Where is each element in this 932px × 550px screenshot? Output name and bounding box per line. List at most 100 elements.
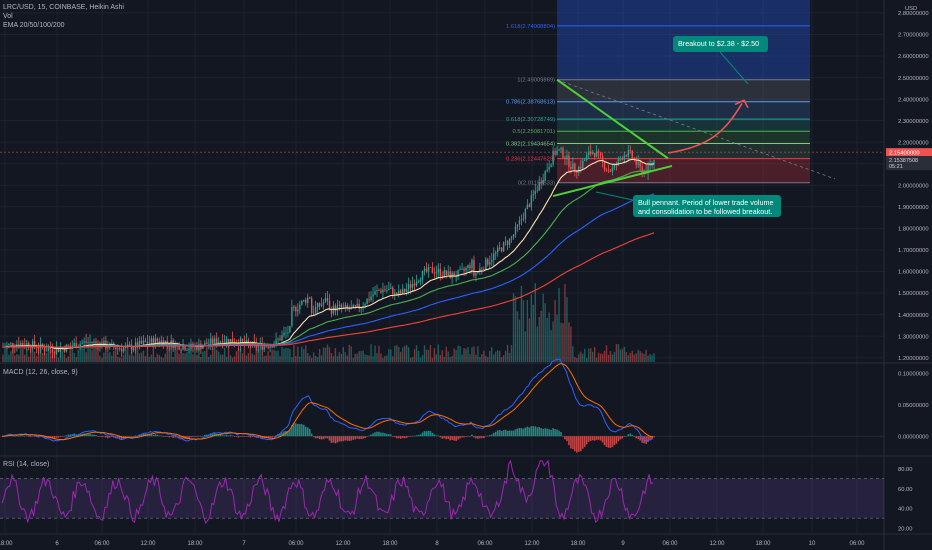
volume-bar <box>334 348 337 362</box>
macd-histogram-bar <box>65 435 68 437</box>
candle-body <box>283 333 285 336</box>
volume-bar <box>491 347 493 362</box>
price-tick-10: 1.80000000 <box>898 227 929 233</box>
volume-bar <box>627 355 629 362</box>
macd-histogram-bar <box>625 436 628 437</box>
volume-bar <box>55 346 58 362</box>
candle-body <box>267 346 269 348</box>
macd-histogram-bar <box>562 435 564 437</box>
volume-bar <box>510 345 513 362</box>
macd-histogram-bar <box>134 435 137 437</box>
candle-body <box>314 307 317 313</box>
rsi-legend[interactable]: RSI (14, close) <box>3 461 50 468</box>
symbol-legend[interactable]: LRC/USD, 15, COINBASE, Heikin Ashi <box>3 4 124 11</box>
volume-bar <box>309 355 311 362</box>
volume-bar <box>493 354 495 362</box>
macd-histogram-bar <box>156 434 159 437</box>
breakout-arrow-head <box>734 99 749 109</box>
breakout-callout[interactable]: Breakout to $2.38 - $2.50 <box>673 36 768 52</box>
price-tick-2: 2.60000000 <box>898 54 929 60</box>
macd-histogram-bar <box>304 426 307 437</box>
candle-body <box>150 338 153 343</box>
candle-body <box>370 296 372 301</box>
fib-label-1: 1(2.49009869) <box>517 78 555 84</box>
macd-histogram-bar <box>245 436 248 437</box>
candle-body <box>390 287 392 289</box>
macd-histogram-bar <box>394 436 396 438</box>
macd-histogram-bar <box>451 436 453 440</box>
volume-bar <box>601 353 604 362</box>
volume-bar <box>196 354 198 362</box>
macd-histogram-bar <box>336 436 339 443</box>
macd-histogram-bar <box>617 436 620 442</box>
volume-bar <box>441 350 443 362</box>
candle-body <box>508 238 511 245</box>
macd-histogram-bar <box>589 436 592 441</box>
volume-bar <box>253 355 255 362</box>
volume-bar <box>314 355 317 362</box>
volume-bar <box>85 352 87 362</box>
candle-body <box>93 341 95 343</box>
candle-body <box>123 347 125 352</box>
macd-histogram-bar <box>182 436 184 439</box>
macd-histogram-bar <box>152 435 155 437</box>
candle-body <box>388 288 390 291</box>
volume-bar <box>225 356 228 362</box>
volume-bar <box>621 348 624 362</box>
macd-histogram-bar <box>253 436 256 437</box>
volume-bar <box>75 357 77 362</box>
candle-body <box>619 158 622 160</box>
candle-body <box>279 338 281 341</box>
volume-bar <box>73 352 75 362</box>
candle-body <box>568 155 570 167</box>
candle-body <box>459 269 461 271</box>
candle-body <box>275 339 277 345</box>
price-tick-9: 1.90000000 <box>898 205 929 211</box>
ema-legend[interactable]: EMA 20/50/100/200 <box>3 22 65 29</box>
volume-bar <box>465 348 467 362</box>
macd-histogram-bar <box>639 436 641 441</box>
candle-body <box>439 268 441 276</box>
volume-bar <box>429 344 432 362</box>
macd-legend[interactable]: MACD (12, 26, close, 9) <box>3 369 78 376</box>
macd-histogram-bar <box>570 436 572 449</box>
volume-bar <box>210 354 212 362</box>
macd-histogram-bar <box>465 436 467 437</box>
macd-histogram-bar <box>609 436 612 448</box>
volume-bar <box>281 346 283 362</box>
candle-body <box>617 159 620 166</box>
macd-histogram-bar <box>225 434 228 437</box>
volume-bar <box>653 353 655 362</box>
candle-body <box>344 304 347 307</box>
volume-bar <box>564 284 566 362</box>
macd-histogram-bar <box>595 436 598 440</box>
macd-histogram-bar <box>540 428 543 437</box>
volume-bar <box>574 357 576 362</box>
candle-body <box>518 220 521 225</box>
volume-bar <box>489 350 491 362</box>
candle-body <box>591 152 594 154</box>
macd-histogram-bar <box>368 435 370 437</box>
time-tick-14: 06:00 <box>662 541 678 547</box>
ema20-line <box>3 158 655 350</box>
candle-body <box>435 272 438 274</box>
volume-bar <box>310 357 313 362</box>
candle-body <box>447 271 449 275</box>
candle-body <box>558 149 560 151</box>
macd-histogram-bar <box>508 430 511 437</box>
macd-histogram-bar <box>473 436 475 438</box>
volume-legend[interactable]: Vol <box>3 13 13 20</box>
candle-body <box>512 234 515 238</box>
macd-histogram-bar <box>346 436 349 441</box>
volume-bar <box>382 357 384 362</box>
time-tick-13: 9 <box>621 541 625 547</box>
volume-bar <box>227 345 230 362</box>
volume-bar <box>57 357 60 362</box>
pennant-callout[interactable]: Bull pennant. Period of lower trade volu… <box>633 195 781 217</box>
volume-bar <box>115 347 117 362</box>
volume-bar <box>392 356 394 362</box>
candle-body <box>649 164 651 166</box>
macd-histogram-bar <box>423 431 426 437</box>
macd-histogram-bar <box>627 434 630 437</box>
